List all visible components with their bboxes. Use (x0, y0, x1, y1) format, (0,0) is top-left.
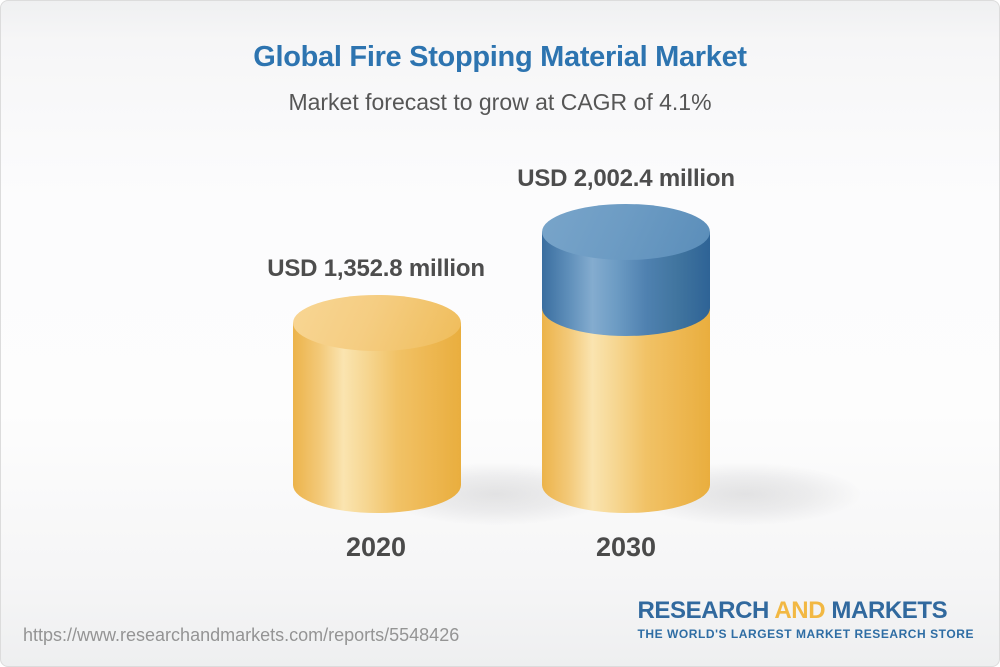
report-url: https://www.researchandmarkets.com/repor… (23, 625, 460, 645)
cylinder-2030-top-cap (542, 204, 710, 260)
cylinder-2020-top-cap (293, 295, 461, 351)
cylinder-2030-base-segment (542, 308, 710, 485)
page-title: Global Fire Stopping Material Market (253, 41, 747, 73)
logo-word-and: AND (774, 597, 826, 624)
logo-word-research: RESEARCH (637, 597, 769, 624)
logo-tagline: THE WORLD'S LARGEST MARKET RESEARCH STOR… (637, 626, 974, 641)
page-subtitle: Market forecast to grow at CAGR of 4.1% (288, 89, 712, 115)
category-label-2030: 2030 (595, 532, 657, 562)
research-and-markets-logo: RESEARCH AND MARKETS THE WORLD'S LARGEST… (637, 597, 974, 641)
logo-word-markets: MARKETS (831, 597, 948, 624)
logo-wordmark: RESEARCH AND MARKETS (637, 597, 974, 625)
value-label-2030: USD 2,002.4 million (517, 165, 735, 192)
category-label-2020: 2020 (345, 532, 407, 562)
value-label-2020: USD 1,352.8 million (267, 255, 485, 282)
